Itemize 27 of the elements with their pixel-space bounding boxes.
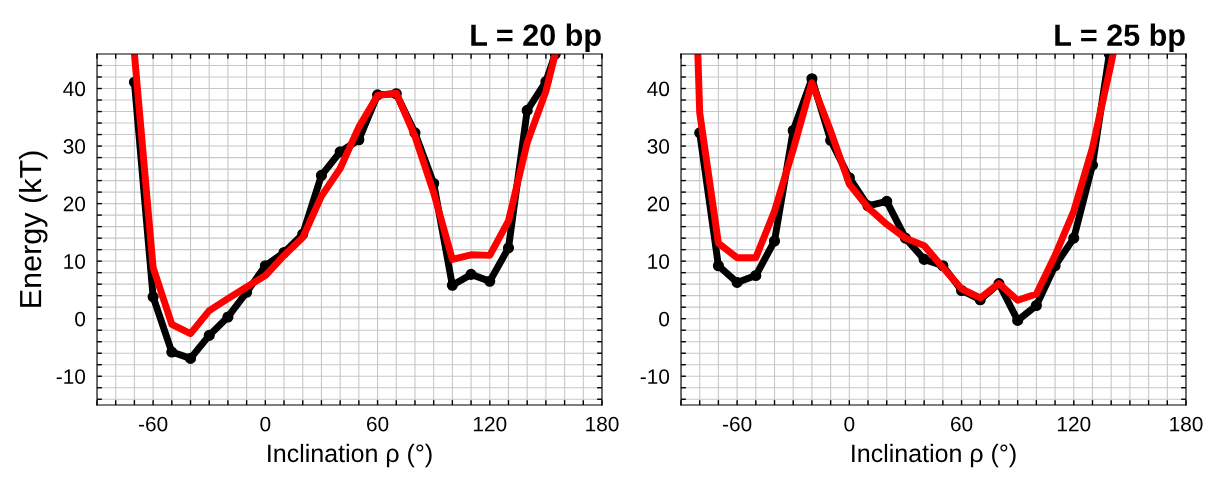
chart-title: L = 20 bp: [471, 23, 601, 53]
y-tick-label: 30: [647, 139, 670, 154]
x-tick-label: 180: [1170, 416, 1203, 432]
x-tick-label: 0: [844, 416, 855, 432]
y-tick-label: 40: [647, 81, 670, 97]
y-tick-label: 0: [659, 311, 670, 327]
y-tick-label: -10: [56, 369, 86, 384]
x-tick-label: 60: [367, 416, 389, 432]
y-tick-label: 10: [64, 254, 86, 269]
x-tick-label: -60: [138, 416, 168, 432]
y-tick-label: 40: [63, 81, 86, 97]
x-axis-title: Inclination ρ (°): [268, 443, 432, 468]
y-tick-label: 10: [648, 254, 670, 269]
x-tick-label: 0: [260, 416, 271, 432]
x-tick-label: 180: [586, 416, 619, 432]
x-tick-label: 120: [473, 416, 507, 432]
y-tick-label: 0: [75, 311, 86, 327]
y-tick-label: 20: [63, 196, 86, 212]
y-tick-label: -10: [640, 369, 670, 384]
y-tick-label: 20: [647, 196, 670, 212]
x-tick-label: 60: [951, 416, 973, 432]
x-tick-label: -60: [722, 416, 752, 432]
x-tick-label: 120: [1057, 416, 1091, 432]
x-axis-title: Inclination ρ (°): [852, 443, 1016, 468]
y-axis-title: Energy (kT): [18, 151, 48, 307]
chart-title: L = 25 bp: [1055, 23, 1185, 53]
y-tick-label: 30: [63, 139, 86, 154]
